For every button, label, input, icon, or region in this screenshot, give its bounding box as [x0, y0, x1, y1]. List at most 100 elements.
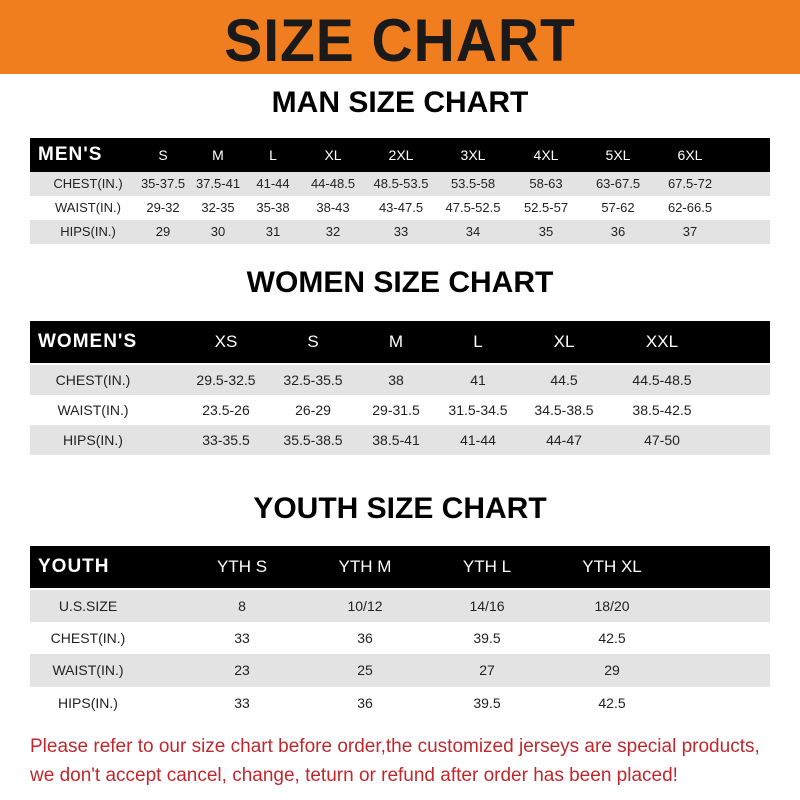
size-header: 3XL [460, 147, 486, 163]
measurement-value: 33 [234, 695, 250, 711]
size-header: 4XL [533, 147, 559, 163]
size-header: S [307, 332, 319, 351]
title-banner: SIZE CHART [0, 0, 800, 74]
measurement-value: 39.5 [473, 630, 501, 646]
measurement-value: 32 [325, 224, 341, 239]
men-section-title: MAN SIZE CHART [271, 86, 529, 119]
measurement-value: 38-43 [316, 200, 350, 215]
measurement-value: 23 [234, 662, 250, 678]
measurement-value: 38.5-41 [372, 432, 420, 448]
measurement-value: 32.5-35.5 [283, 372, 343, 388]
measurement-value: 39.5 [473, 695, 501, 711]
measurement-value: 25 [357, 662, 373, 678]
men-category-label: MEN'S [38, 144, 103, 165]
women-header-row: WOMEN'S XS S M L XL XXL [30, 321, 770, 363]
size-header: YTH M [338, 557, 392, 576]
size-header: YTH XL [582, 557, 642, 576]
measurement-label: CHEST(IN.) [55, 372, 131, 388]
measurement-value: 38 [388, 372, 404, 388]
measurement-label: WAIST(IN.) [57, 402, 129, 418]
measurement-value: 23.5-26 [202, 402, 250, 418]
measurement-value: 36 [357, 630, 373, 646]
measurement-value: 62-66.5 [667, 200, 713, 215]
measurement-value: 44-48.5 [310, 176, 356, 191]
measurement-value: 36 [610, 224, 626, 239]
measurement-value: 34 [465, 224, 481, 239]
measurement-value: 33 [393, 224, 409, 239]
men-header-row: MEN'S S M L XL 2XL 3XL 4XL 5XL 6XL [30, 138, 770, 172]
measurement-label: WAIST(IN.) [52, 662, 124, 678]
table-row: HIPS(IN.) 33 36 39.5 42.5 [30, 687, 770, 719]
measurement-label: HIPS(IN.) [60, 224, 116, 239]
size-header: XL [553, 332, 575, 351]
measurement-value: 67.5-72 [667, 176, 713, 191]
measurement-value: 42.5 [598, 630, 626, 646]
measurement-value: 32-35 [201, 200, 235, 215]
measurement-value: 34.5-38.5 [534, 402, 594, 418]
main-title: SIZE CHART [224, 7, 576, 74]
measurement-value: 29 [155, 224, 171, 239]
size-header: 6XL [677, 147, 703, 163]
measurement-value: 27 [479, 662, 495, 678]
measurement-value: 47-50 [644, 432, 680, 448]
size-header: L [473, 332, 483, 351]
table-row: HIPS(IN.) 33-35.5 35.5-38.5 38.5-41 41-44 44-… [30, 425, 770, 455]
measurement-value: 29-32 [146, 200, 180, 215]
size-header: XL [324, 147, 342, 163]
measurement-value: 44-47 [546, 432, 582, 448]
table-row: HIPS(IN.) 29 30 31 32 33 34 35 36 37 [30, 220, 770, 244]
measurement-value: 35-37.5 [140, 176, 186, 191]
order-notice: Please refer to our size chart before or… [30, 732, 775, 790]
size-header: XS [214, 332, 238, 351]
table-row: CHEST(IN.) 35-37.5 37.5-41 41-44 44-48.5 48.5… [30, 172, 770, 196]
measurement-value: 44.5 [550, 372, 578, 388]
measurement-value: 8 [238, 598, 246, 614]
measurement-value: 35.5-38.5 [283, 432, 343, 448]
order-notice-line-2: we don't accept cancel, change, teturn o… [30, 765, 678, 786]
table-row: WAIST(IN.) 23 25 27 29 [30, 654, 770, 687]
measurement-value: 31.5-34.5 [448, 402, 508, 418]
youth-section-title: YOUTH SIZE CHART [253, 492, 547, 525]
measurement-value: 18/20 [594, 598, 630, 614]
measurement-value: 58-63 [529, 176, 563, 191]
measurement-value: 30 [210, 224, 226, 239]
measurement-value: 29.5-32.5 [196, 372, 256, 388]
measurement-value: 10/12 [347, 598, 383, 614]
measurement-value: 42.5 [598, 695, 626, 711]
measurement-value: 35 [538, 224, 554, 239]
measurement-label: HIPS(IN.) [58, 695, 118, 711]
measurement-value: 14/16 [469, 598, 505, 614]
women-category-label: WOMEN'S [38, 331, 138, 352]
size-header: S [158, 147, 168, 163]
measurement-value: 29-31.5 [372, 402, 420, 418]
measurement-label: U.S.SIZE [58, 598, 118, 614]
table-row: CHEST(IN.) 29.5-32.5 32.5-35.5 38 41 44.5 44.5… [30, 365, 770, 395]
measurement-value: 44.5-48.5 [632, 372, 692, 388]
measurement-value: 48.5-53.5 [373, 176, 429, 191]
measurement-value: 33-35.5 [202, 432, 250, 448]
measurement-value: 41 [470, 372, 486, 388]
measurement-value: 36 [357, 695, 373, 711]
measurement-value: 41-44 [256, 176, 290, 191]
measurement-value: 37.5-41 [195, 176, 241, 191]
measurement-value: 37 [682, 224, 698, 239]
measurement-label: WAIST(IN.) [55, 200, 121, 215]
size-header: YTH L [462, 557, 512, 576]
youth-header-row: YOUTH YTH S YTH M YTH L YTH XL [30, 546, 770, 588]
size-header: L [269, 147, 277, 163]
table-row: WAIST(IN.) 23.5-26 26-29 29-31.5 31.5-34.5 34… [30, 395, 770, 425]
size-header: 2XL [388, 147, 414, 163]
table-row: CHEST(IN.) 33 36 39.5 42.5 [30, 622, 770, 654]
measurement-value: 52.5-57 [523, 200, 569, 215]
measurement-value: 63-67.5 [595, 176, 641, 191]
table-row: U.S.SIZE 8 10/12 14/16 18/20 [30, 590, 770, 622]
table-row: WAIST(IN.) 29-32 32-35 35-38 38-43 43-47.5 47.… [30, 196, 770, 220]
measurement-label: HIPS(IN.) [63, 432, 123, 448]
measurement-value: 38.5-42.5 [632, 402, 692, 418]
measurement-value: 29 [604, 662, 620, 678]
measurement-value: 33 [234, 630, 250, 646]
measurement-value: 41-44 [460, 432, 496, 448]
measurement-value: 26-29 [295, 402, 331, 418]
size-header: XXL [645, 332, 679, 351]
